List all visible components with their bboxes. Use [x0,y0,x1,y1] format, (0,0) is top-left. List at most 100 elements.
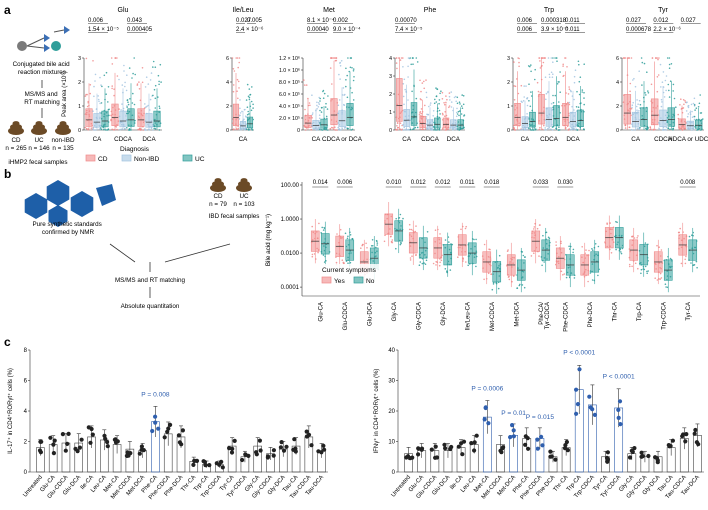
data-point [629,265,631,268]
sig-label: 0.010 [386,180,402,186]
data-point [313,128,315,131]
data-point [347,127,349,130]
data-point [157,74,160,77]
data-point [92,127,94,130]
data-point [146,105,148,108]
data-point [453,96,456,99]
data-point [118,108,120,110]
data-point [433,102,436,105]
data-point [668,96,671,98]
data-point [511,280,513,283]
data-point [139,447,144,452]
data-point [315,129,318,131]
data-point [658,122,660,124]
data-point [391,241,394,244]
data-point [530,64,532,66]
data-point [456,113,459,115]
data-point [423,87,426,90]
data-point [435,264,437,266]
data-point [530,95,533,97]
data-point [685,101,688,104]
data-point [559,91,561,93]
data-point [429,104,432,106]
data-point [238,114,241,117]
p-value-label: P = 0.008 [141,392,170,399]
data-point [655,458,660,463]
data-point [120,109,122,111]
data-point [257,438,262,443]
data-point [526,129,528,131]
data-point [573,109,575,111]
x-tick-label: Phe-CA/ [539,302,545,325]
data-point [243,118,245,121]
schematic-b-right-caption: IBD fecal samples [209,213,260,220]
data-point [89,92,91,95]
data-point [576,129,578,131]
data-point [536,81,539,84]
data-point [699,94,701,96]
chart-a-met: Met 0 2.0 × 10⁵ 4.0 × 10⁵ 6.0 × 10⁵ 8.0 × 10⁵… [279,7,363,143]
data-point [696,266,698,269]
data-point [291,447,296,452]
data-point [557,129,560,131]
data-point [536,227,539,230]
feces-icon [8,121,24,135]
data-point [683,103,685,106]
data-point [126,453,131,458]
data-point [538,128,541,131]
data-point [695,260,698,263]
data-point [575,402,581,407]
data-point [325,128,327,131]
data-point [632,446,637,451]
panel-b-schematic: Pure synthetic standards confirmed by NM… [24,178,260,310]
box [514,103,521,126]
data-point [511,428,516,433]
data-point [550,128,552,130]
data-point [560,270,563,273]
box [85,108,93,127]
data-point [638,99,641,102]
data-point [87,100,89,103]
data-point [316,101,318,104]
data-point [552,94,554,97]
data-point [371,239,374,241]
data-point [521,128,524,130]
y-axis-title: Bile acid (mg kg⁻¹) [265,214,272,266]
data-point [139,444,144,449]
x-tick-label: Thr-CA [612,302,618,321]
y-tick-label: 1 [78,104,81,110]
data-point [432,115,435,117]
data-point [516,287,519,289]
data-point [688,235,691,238]
data-point [239,107,241,110]
data-point [303,79,305,81]
data-point [346,96,349,99]
data-point [416,126,419,129]
data-point [440,90,442,92]
y-tick-label: 3 [389,74,392,80]
data-point [461,107,464,109]
ylabel-text: Peak area (×10⁶) [61,71,68,117]
data-point [339,228,342,231]
data-point [319,122,321,124]
box [403,109,410,127]
data-point [410,228,413,231]
data-point [191,462,196,467]
data-point [84,126,86,129]
sig-label: 0.006 [337,180,353,186]
data-point [474,433,479,438]
schematic-b-groups: CDn = 79 UCn = 103 [209,193,255,208]
caption-line: RT matching [24,99,60,106]
data-point [116,75,119,77]
legend-swatch [85,154,96,162]
data-point [640,268,643,271]
data-point [547,236,550,239]
legend-label: Non-IBD [134,156,160,163]
data-point [457,256,459,259]
data-point [513,126,515,129]
data-point [153,88,156,91]
data-point [559,112,561,114]
data-point [699,112,702,114]
data-point [448,92,451,94]
